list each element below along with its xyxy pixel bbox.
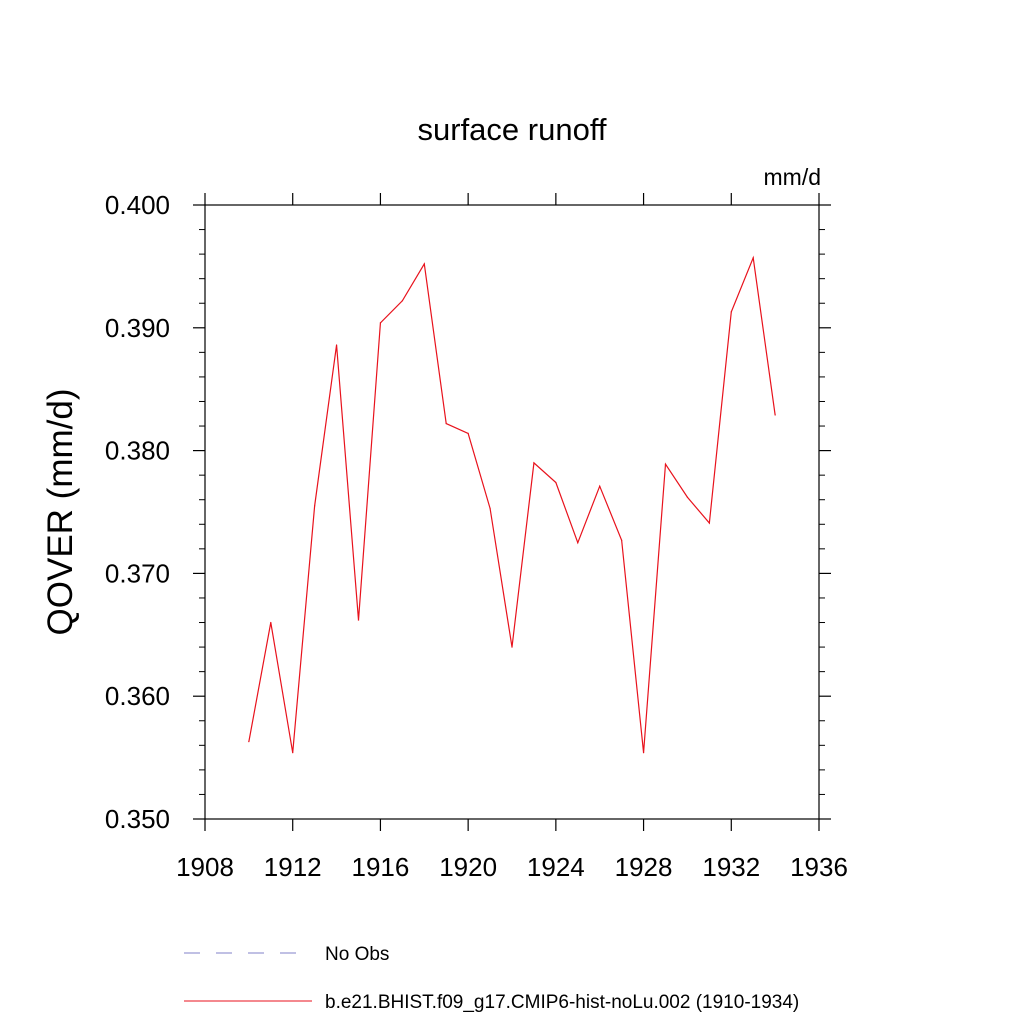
x-tick-label: 1916 bbox=[352, 852, 410, 882]
x-tick-label: 1912 bbox=[264, 852, 322, 882]
data-point bbox=[292, 752, 294, 754]
x-tick-label: 1908 bbox=[176, 852, 234, 882]
data-point bbox=[270, 621, 272, 624]
y-tick-label: 0.380 bbox=[105, 436, 170, 466]
x-tick-label: 1936 bbox=[790, 852, 848, 882]
data-point bbox=[379, 322, 382, 324]
data-point bbox=[642, 752, 645, 754]
data-point bbox=[401, 300, 403, 302]
data-point bbox=[664, 463, 667, 465]
data-point bbox=[423, 263, 425, 265]
y-tick-label: 0.350 bbox=[105, 804, 170, 834]
data-point bbox=[730, 311, 732, 313]
data-point bbox=[774, 414, 776, 416]
legend-label: No Obs bbox=[325, 944, 389, 965]
data-point bbox=[533, 462, 535, 464]
x-tick-label: 1932 bbox=[702, 852, 760, 882]
data-point bbox=[621, 539, 623, 541]
x-tick-label: 1920 bbox=[439, 852, 497, 882]
units-label: mm/d bbox=[764, 164, 822, 190]
chart-title: surface runoff bbox=[418, 112, 607, 147]
data-point bbox=[489, 507, 491, 509]
data-point bbox=[577, 542, 579, 544]
axis-ticks: 1908 1912 1916 1920 1924 1928 1932 1936 0.350 0.3… bbox=[105, 190, 848, 882]
data-point bbox=[686, 496, 689, 498]
y-tick-label: 0.390 bbox=[105, 313, 170, 343]
data-point bbox=[445, 422, 447, 425]
x-tick-label: 1924 bbox=[527, 852, 585, 882]
y-tick-label: 0.370 bbox=[105, 558, 170, 588]
series-layer bbox=[248, 255, 776, 754]
x-tick-label: 1928 bbox=[615, 852, 673, 882]
data-point bbox=[511, 646, 513, 648]
data-point bbox=[555, 481, 557, 484]
data-point bbox=[467, 432, 469, 435]
data-point bbox=[357, 619, 360, 621]
y-tick-label: 0.400 bbox=[105, 190, 170, 220]
y-axis-label: QOVER (mm/d) bbox=[41, 389, 80, 636]
data-point bbox=[314, 505, 316, 507]
data-point bbox=[599, 485, 601, 487]
data-point bbox=[752, 257, 754, 259]
data-point bbox=[708, 522, 710, 524]
data-point bbox=[248, 741, 250, 743]
y-tick-label: 0.360 bbox=[105, 681, 170, 711]
plot-frame bbox=[204, 204, 820, 820]
data-point bbox=[335, 344, 338, 346]
legend-label: b.e21.BHIST.f09_g17.CMIP6-hist-noLu.002 … bbox=[325, 992, 799, 1013]
legend: No Obs b.e21.BHIST.f09_g17.CMIP6-hist-noL… bbox=[184, 944, 799, 1013]
series-line bbox=[248, 255, 776, 753]
